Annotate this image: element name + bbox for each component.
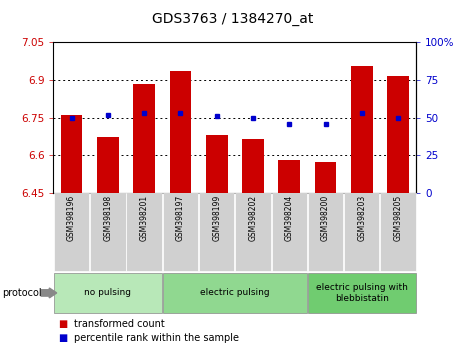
Bar — [315, 162, 336, 193]
Text: ■: ■ — [58, 319, 67, 329]
Text: electric pulsing: electric pulsing — [200, 289, 270, 297]
Text: GSM398205: GSM398205 — [393, 195, 403, 241]
Text: GSM398201: GSM398201 — [140, 195, 149, 241]
Text: GSM398197: GSM398197 — [176, 195, 185, 241]
Text: percentile rank within the sample: percentile rank within the sample — [74, 333, 239, 343]
Text: GSM398202: GSM398202 — [248, 195, 258, 241]
Bar — [170, 71, 191, 193]
Text: transformed count: transformed count — [74, 319, 165, 329]
Bar — [351, 65, 372, 193]
Bar — [387, 76, 409, 193]
Text: GDS3763 / 1384270_at: GDS3763 / 1384270_at — [152, 12, 313, 27]
Bar — [242, 139, 264, 193]
Bar — [206, 135, 227, 193]
Text: GSM398199: GSM398199 — [212, 195, 221, 241]
Text: no pulsing: no pulsing — [84, 289, 132, 297]
Bar — [133, 84, 155, 193]
Bar — [279, 160, 300, 193]
Text: protocol: protocol — [2, 288, 42, 298]
Text: GSM398203: GSM398203 — [357, 195, 366, 241]
Text: GSM398200: GSM398200 — [321, 195, 330, 241]
Text: GSM398204: GSM398204 — [285, 195, 294, 241]
Bar — [97, 137, 119, 193]
Text: GSM398196: GSM398196 — [67, 195, 76, 241]
Bar — [61, 115, 82, 193]
Text: electric pulsing with
blebbistatin: electric pulsing with blebbistatin — [316, 283, 408, 303]
Text: ■: ■ — [58, 333, 67, 343]
Text: GSM398198: GSM398198 — [103, 195, 113, 241]
